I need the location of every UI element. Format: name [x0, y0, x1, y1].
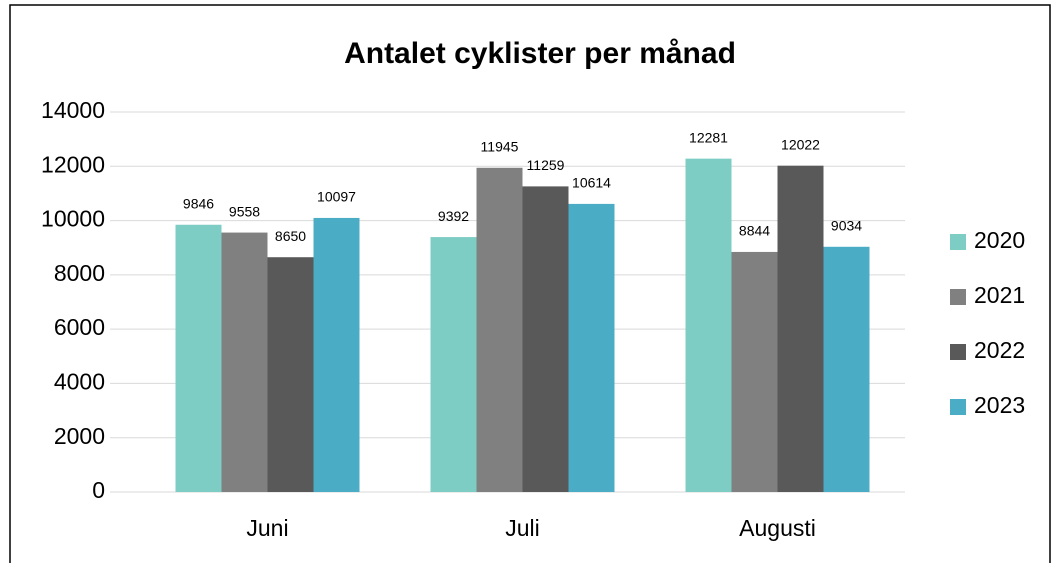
bar: [568, 203, 615, 493]
bar: [313, 217, 360, 492]
bar: [175, 224, 222, 492]
y-tick-label: 2000: [54, 423, 105, 449]
legend-label: 2020: [974, 227, 1025, 253]
bar: [221, 232, 268, 492]
data-label: 11259: [527, 157, 565, 173]
bar: [777, 165, 824, 492]
x-tick-label: Augusti: [739, 515, 816, 541]
y-tick-label: 10000: [41, 206, 105, 232]
bar: [823, 246, 870, 492]
data-label: 9034: [831, 217, 862, 233]
legend-swatch: [950, 399, 966, 415]
chart-border: [9, 4, 1051, 563]
y-tick-label: 8000: [54, 260, 105, 286]
legend-swatch: [950, 344, 966, 360]
chart-title: Antalet cyklister per månad: [344, 37, 736, 70]
legend-swatch: [950, 289, 966, 305]
y-tick-label: 4000: [54, 369, 105, 395]
data-label: 9558: [229, 203, 260, 219]
data-label: 8844: [739, 223, 770, 239]
data-label: 10614: [572, 175, 611, 191]
legend-label: 2022: [974, 337, 1025, 363]
bar: [685, 158, 732, 492]
data-label: 10097: [317, 189, 356, 205]
data-label: 12022: [781, 136, 820, 152]
data-label: 11945: [481, 138, 519, 154]
bar: [522, 186, 569, 493]
y-tick-label: 14000: [41, 97, 105, 123]
x-tick-label: Juli: [505, 515, 540, 541]
legend-label: 2021: [974, 282, 1025, 308]
legend-label: 2023: [974, 392, 1025, 418]
y-tick-label: 6000: [54, 314, 105, 340]
bar: [430, 237, 477, 492]
y-tick-label: 0: [92, 477, 105, 503]
data-label: 9392: [438, 208, 469, 224]
data-label: 12281: [689, 129, 728, 145]
y-tick-label: 12000: [41, 151, 105, 177]
x-tick-label: Juni: [246, 515, 288, 541]
bar: [267, 257, 314, 492]
data-label: 9846: [183, 195, 214, 211]
bar: [476, 167, 523, 492]
bar: [731, 251, 778, 492]
data-label: 8650: [275, 228, 306, 244]
legend-swatch: [950, 234, 966, 250]
